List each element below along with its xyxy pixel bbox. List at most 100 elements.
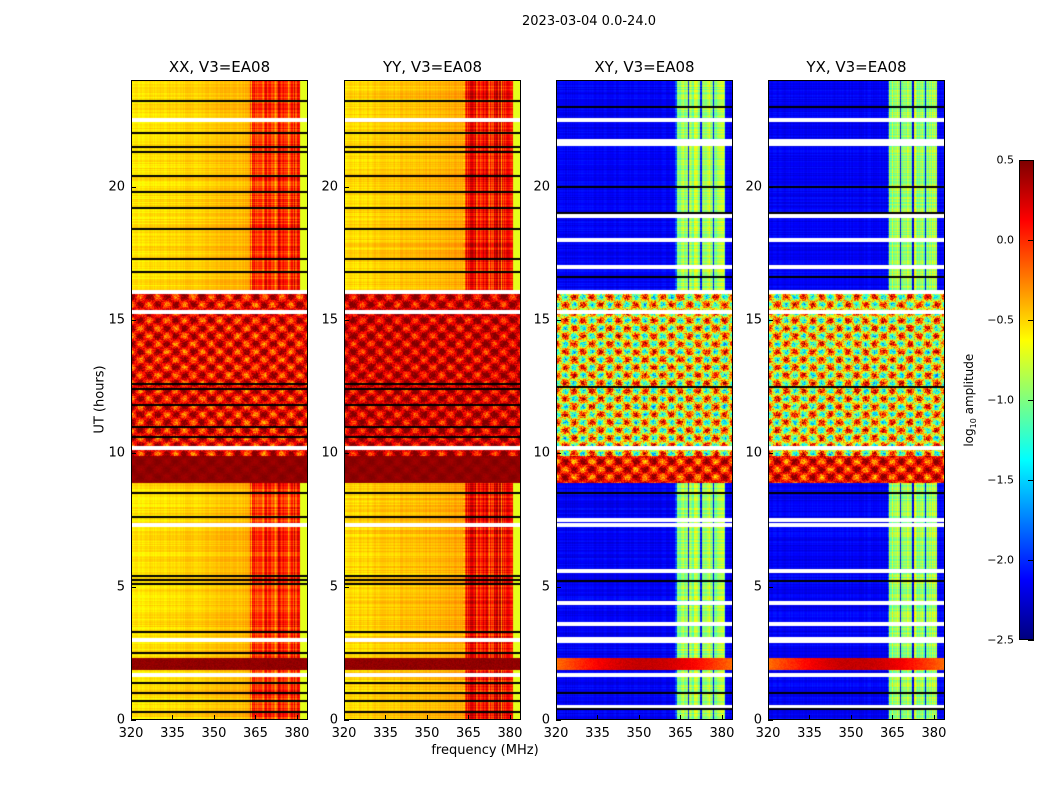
colorbar-label: log10 amplitude: [961, 353, 979, 447]
x-tick-label: 335: [797, 726, 822, 741]
y-tick: [131, 586, 136, 588]
y-tick: [131, 186, 136, 188]
x-tick-label: 335: [585, 726, 610, 741]
y-tick-label: 0: [541, 712, 550, 728]
x-tick: [892, 715, 894, 720]
x-tick-label: 380: [709, 726, 735, 741]
y-tick: [768, 320, 773, 321]
y-tick-label: 10: [108, 445, 125, 461]
x-tick: [426, 715, 428, 720]
x-tick: [255, 715, 257, 720]
y-tick: [344, 720, 349, 721]
colorbar-tick-label: 0.0: [996, 233, 1015, 247]
x-tick-label: 365: [880, 726, 905, 741]
y-tick: [556, 586, 561, 588]
heatmap: [131, 80, 308, 720]
y-tick-label: 0: [329, 712, 338, 728]
y-tick: [768, 586, 773, 588]
x-tick-label: 365: [456, 726, 481, 741]
y-tick-label: 20: [533, 179, 550, 195]
x-tick: [638, 715, 640, 720]
panel-title: XX, V3=EA08: [168, 58, 271, 76]
y-tick: [131, 320, 136, 321]
heatmap: [768, 80, 945, 720]
x-tick: [850, 715, 852, 720]
y-tick-label: 5: [753, 579, 762, 595]
x-tick-label: 320: [755, 726, 781, 741]
x-tick-label: 380: [284, 726, 310, 741]
y-tick: [556, 453, 561, 455]
y-tick-label: 5: [116, 579, 125, 595]
x-tick-label: 350: [201, 726, 227, 741]
x-tick-label: 350: [626, 726, 652, 741]
y-tick-label: 20: [321, 179, 338, 195]
x-tick: [809, 715, 811, 720]
x-tick-label: 320: [331, 726, 357, 741]
y-tick: [556, 320, 561, 321]
x-tick-label: 320: [118, 726, 144, 741]
x-tick: [172, 715, 174, 720]
x-tick-label: 320: [543, 726, 569, 741]
x-tick: [344, 715, 345, 720]
y-tick-label: 15: [745, 312, 762, 328]
y-tick: [344, 586, 349, 588]
x-tick: [597, 715, 599, 720]
x-tick-label: 380: [921, 726, 947, 741]
colorbar-tick-label: −2.0: [987, 553, 1014, 567]
x-tick: [680, 715, 682, 720]
x-tick: [933, 715, 935, 720]
panel-title: XY, V3=EA08: [594, 58, 695, 76]
x-tick-label: 365: [243, 726, 268, 741]
colorbar-tick: [1028, 560, 1034, 561]
y-tick: [768, 186, 773, 188]
x-tick: [213, 715, 215, 720]
colorbar-tick: [1028, 640, 1034, 641]
y-tick-label: 20: [108, 179, 125, 195]
x-tick: [768, 715, 769, 720]
x-tick-label: 380: [497, 726, 523, 741]
y-tick: [768, 720, 773, 721]
x-tick: [468, 715, 470, 720]
panel-yy: YY, V3=EA08 0 5 10 15 20 320 335 350 365 380: [321, 58, 522, 741]
heatmap: [344, 80, 521, 720]
y-tick: [556, 720, 561, 721]
y-tick-label: 15: [108, 312, 125, 328]
figure-title: 2023-03-04 0.0-24.0: [522, 14, 656, 29]
panel-xx: XX, V3=EA08 0 5 10 15 20 320 335 350 365 380: [108, 58, 309, 741]
heatmap: [556, 80, 733, 720]
colorbar-tick-label: −0.5: [987, 313, 1014, 327]
colorbar-tick: [1028, 240, 1034, 241]
panel-xy: XY, V3=EA08 0 5 10 15 20 320 335 350 365 380: [533, 58, 734, 741]
y-tick-label: 20: [745, 179, 762, 195]
x-tick: [721, 715, 723, 720]
y-tick: [131, 453, 136, 455]
panel-title: YX, V3=EA08: [806, 58, 907, 76]
y-tick: [344, 186, 349, 188]
x-tick: [385, 715, 387, 720]
x-tick-label: 350: [414, 726, 440, 741]
x-axis-label: frequency (MHz): [431, 743, 539, 758]
y-tick-label: 5: [541, 579, 550, 595]
colorbar-tick-label: −1.5: [987, 473, 1014, 487]
y-tick: [131, 720, 136, 721]
colorbar-tick-label: −2.5: [987, 633, 1014, 647]
colorbar-tick: [1028, 480, 1034, 481]
y-tick: [556, 186, 561, 188]
x-tick: [296, 715, 298, 720]
panel-yx: YX, V3=EA08 0 5 10 15 20 320 335 350 365 380: [745, 58, 946, 741]
x-tick-label: 365: [668, 726, 693, 741]
y-tick-label: 5: [329, 579, 338, 595]
y-tick-label: 0: [116, 712, 125, 728]
y-tick-label: 15: [321, 312, 338, 328]
colorbar-tick: [1028, 320, 1034, 321]
x-tick: [509, 715, 511, 720]
y-tick-label: 10: [533, 445, 550, 461]
y-tick-label: 15: [533, 312, 550, 328]
y-tick: [344, 453, 349, 455]
panel-title: YY, V3=EA08: [382, 58, 483, 76]
x-tick: [131, 715, 132, 720]
y-tick-label: 10: [321, 445, 338, 461]
x-tick-label: 350: [838, 726, 864, 741]
y-tick-label: 0: [753, 712, 762, 728]
